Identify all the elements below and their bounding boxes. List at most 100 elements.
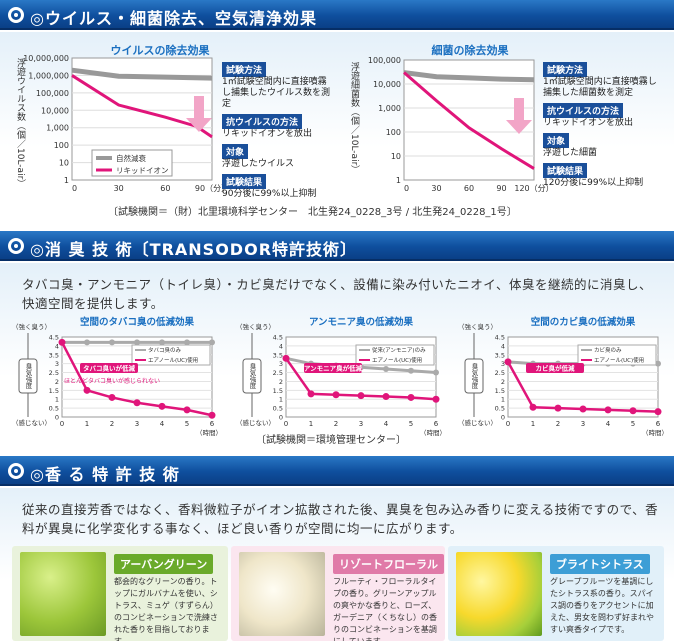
treated-point (604, 406, 612, 414)
virus-info: 試験方法 1㎥試験空間内に直接噴霧し捕集したウイルス数を測定 抗ウイルスの方法 … (222, 58, 332, 200)
y-tick-label: 2.5 (495, 369, 505, 377)
y-tick-label: 3 (55, 360, 59, 368)
x-tick-label: 0 (60, 420, 64, 428)
y-axis-top: （強く臭う） (12, 322, 51, 331)
y-tick-label: 0.5 (495, 405, 505, 413)
legend-box (131, 344, 211, 366)
ammonia-chart: アンモニア臭の低減効果（強く臭う）（感じない）臭気強度4.543.532.521… (236, 316, 446, 437)
natural-decay-line (71, 67, 213, 81)
y-tick-label: 1 (501, 396, 505, 404)
card-title: アーバングリーン (114, 554, 214, 574)
x-tick-label: 3 (359, 420, 363, 428)
callout-box (526, 363, 584, 373)
treated-point (357, 392, 365, 400)
base-point (184, 339, 190, 346)
card-text: フルーティ・フローラルタイプの香り。グリーンアップルの爽やかな香りと、ローズ、ガ… (333, 577, 437, 641)
y-axis-side-label: 臭気強度 (248, 362, 256, 391)
legend-label: 自然減衰 (116, 153, 146, 163)
bacteria-info: 試験方法 1㎥試験空間内に直接噴霧し捕集した細菌数を測定 抗ウイルスの方法 リキ… (543, 58, 663, 189)
y-tick-label: 2.5 (49, 369, 59, 377)
info-tag: 抗ウイルスの方法 (543, 103, 624, 118)
legend-label: リキッドイオン (116, 166, 169, 175)
leaf-photo (20, 552, 106, 636)
treated-point (83, 386, 91, 394)
info-text: 90分後に99%以上抑制 (222, 189, 317, 199)
flower-photo (239, 552, 325, 636)
liquid-ion-line (71, 74, 213, 139)
info-tag: 対象 (543, 133, 570, 148)
y-tick-label: 1 (396, 176, 401, 185)
treated-point (432, 395, 440, 403)
card-bright-citrus: ブライトシトラス グレープフルーツを基調にしたシトラス系の香り。スパイス調の香り… (448, 546, 664, 641)
x-tick-label: 4 (606, 420, 611, 428)
y-axis-top: （強く臭う） (236, 322, 275, 331)
x-tick-label: 60 (160, 184, 170, 193)
info-text: 120分後に99%以上抑制 (543, 178, 644, 188)
info-tag: 抗ウイルスの方法 (222, 114, 303, 129)
treated-point (158, 402, 166, 410)
x-tick-label: 5 (409, 420, 413, 428)
y-tick-label: 1 (279, 396, 283, 404)
section-header-deodor: ◎消 臭 技 術〔TRANSODOR特許技術〕 (0, 231, 674, 261)
x-tick-label: 3 (581, 420, 585, 428)
y-tick-label: 1.5 (273, 387, 283, 395)
legend-box (91, 149, 173, 177)
treated-point (407, 393, 415, 401)
treated-point (382, 393, 390, 401)
y-tick-label: 100,000 (36, 89, 69, 98)
callout-text: カビ臭が低減 (536, 364, 576, 373)
treated-point (58, 338, 66, 346)
bacteria-ylabel: 浮遊細菌数（個／10L-air） (349, 62, 359, 175)
y-tick-label: 1,000 (378, 104, 401, 113)
y-tick-label: 4.5 (273, 334, 283, 342)
x-tick-label: 90 (496, 184, 506, 193)
y-tick-label: 10 (59, 159, 69, 168)
y-tick-label: 4 (55, 342, 59, 350)
y-tick-label: 0 (55, 414, 59, 422)
x-tick-label: 4 (384, 420, 389, 428)
liquid-ion-line (403, 71, 535, 170)
y-axis-side-label: 臭気強度 (24, 362, 32, 391)
credit-kankyo: 〔試験機関＝環境管理センター〕 (256, 435, 406, 446)
hours-label: （時間） (420, 429, 446, 437)
info-tag: 試験結果 (222, 174, 267, 189)
x-tick-label: 6 (656, 420, 661, 428)
card-title: ブライトシトラス (550, 554, 650, 574)
treated-point (332, 391, 340, 399)
y-tick-label: 100 (386, 128, 401, 137)
treated-point (554, 404, 562, 412)
legend-label: エアノール(UC)使用 (372, 356, 422, 364)
base-point (433, 369, 439, 376)
info-tag: 試験方法 (543, 62, 588, 77)
natural-decay-line (403, 70, 535, 83)
note-text: ほとんどタバコ臭いが感じられない (64, 377, 160, 385)
legend-label: タバコ臭のみ (148, 346, 182, 354)
tobacco-chart: 空間のタバコ臭の低減効果（強く臭う）（感じない）臭気強度4.543.532.52… (12, 316, 222, 437)
y-tick-label: 0 (279, 414, 283, 422)
callout-box (80, 363, 138, 373)
y-tick-label: 4 (279, 342, 283, 350)
y-axis-side-box (18, 358, 38, 394)
info-tag: 試験結果 (543, 163, 588, 178)
base-point (383, 366, 389, 372)
y-axis-side-box (242, 358, 262, 394)
y-axis-bottom: （感じない） (458, 418, 497, 427)
y-tick-label: 3.5 (273, 351, 283, 359)
callout-text: タバコ臭いが低減 (83, 364, 136, 373)
x-tick-label: 1 (309, 420, 313, 428)
x-tick-label: 0 (72, 184, 77, 193)
bacteria-chart-title: 細菌の除去効果 (431, 44, 509, 57)
fragrance-intro: 従来の直接芳香ではなく、香料微粒子がイオン拡散された後、異臭を包み込み香りに変え… (22, 502, 659, 536)
y-tick-label: 3.5 (49, 351, 59, 359)
y-tick-label: 1.5 (495, 387, 505, 395)
y-tick-label: 10,000 (373, 80, 401, 89)
x-tick-label: 60 (464, 184, 474, 193)
card-text: 都会的なグリーンの香り。トップにガルバナムを使い、シトラス、ミュゲ（すずらん）の… (114, 577, 218, 641)
legend-box (355, 344, 435, 366)
x-tick-label: 3 (135, 420, 139, 428)
section-title: ◎ウイルス・細菌除去、空気清浄効果 (30, 9, 317, 28)
info-tag: 対象 (222, 144, 249, 159)
info-text: 浮遊した細菌 (543, 148, 598, 158)
info-text: リキッドイオンを放出 (222, 129, 313, 139)
info-text: リキッドイオンを放出 (543, 118, 634, 128)
